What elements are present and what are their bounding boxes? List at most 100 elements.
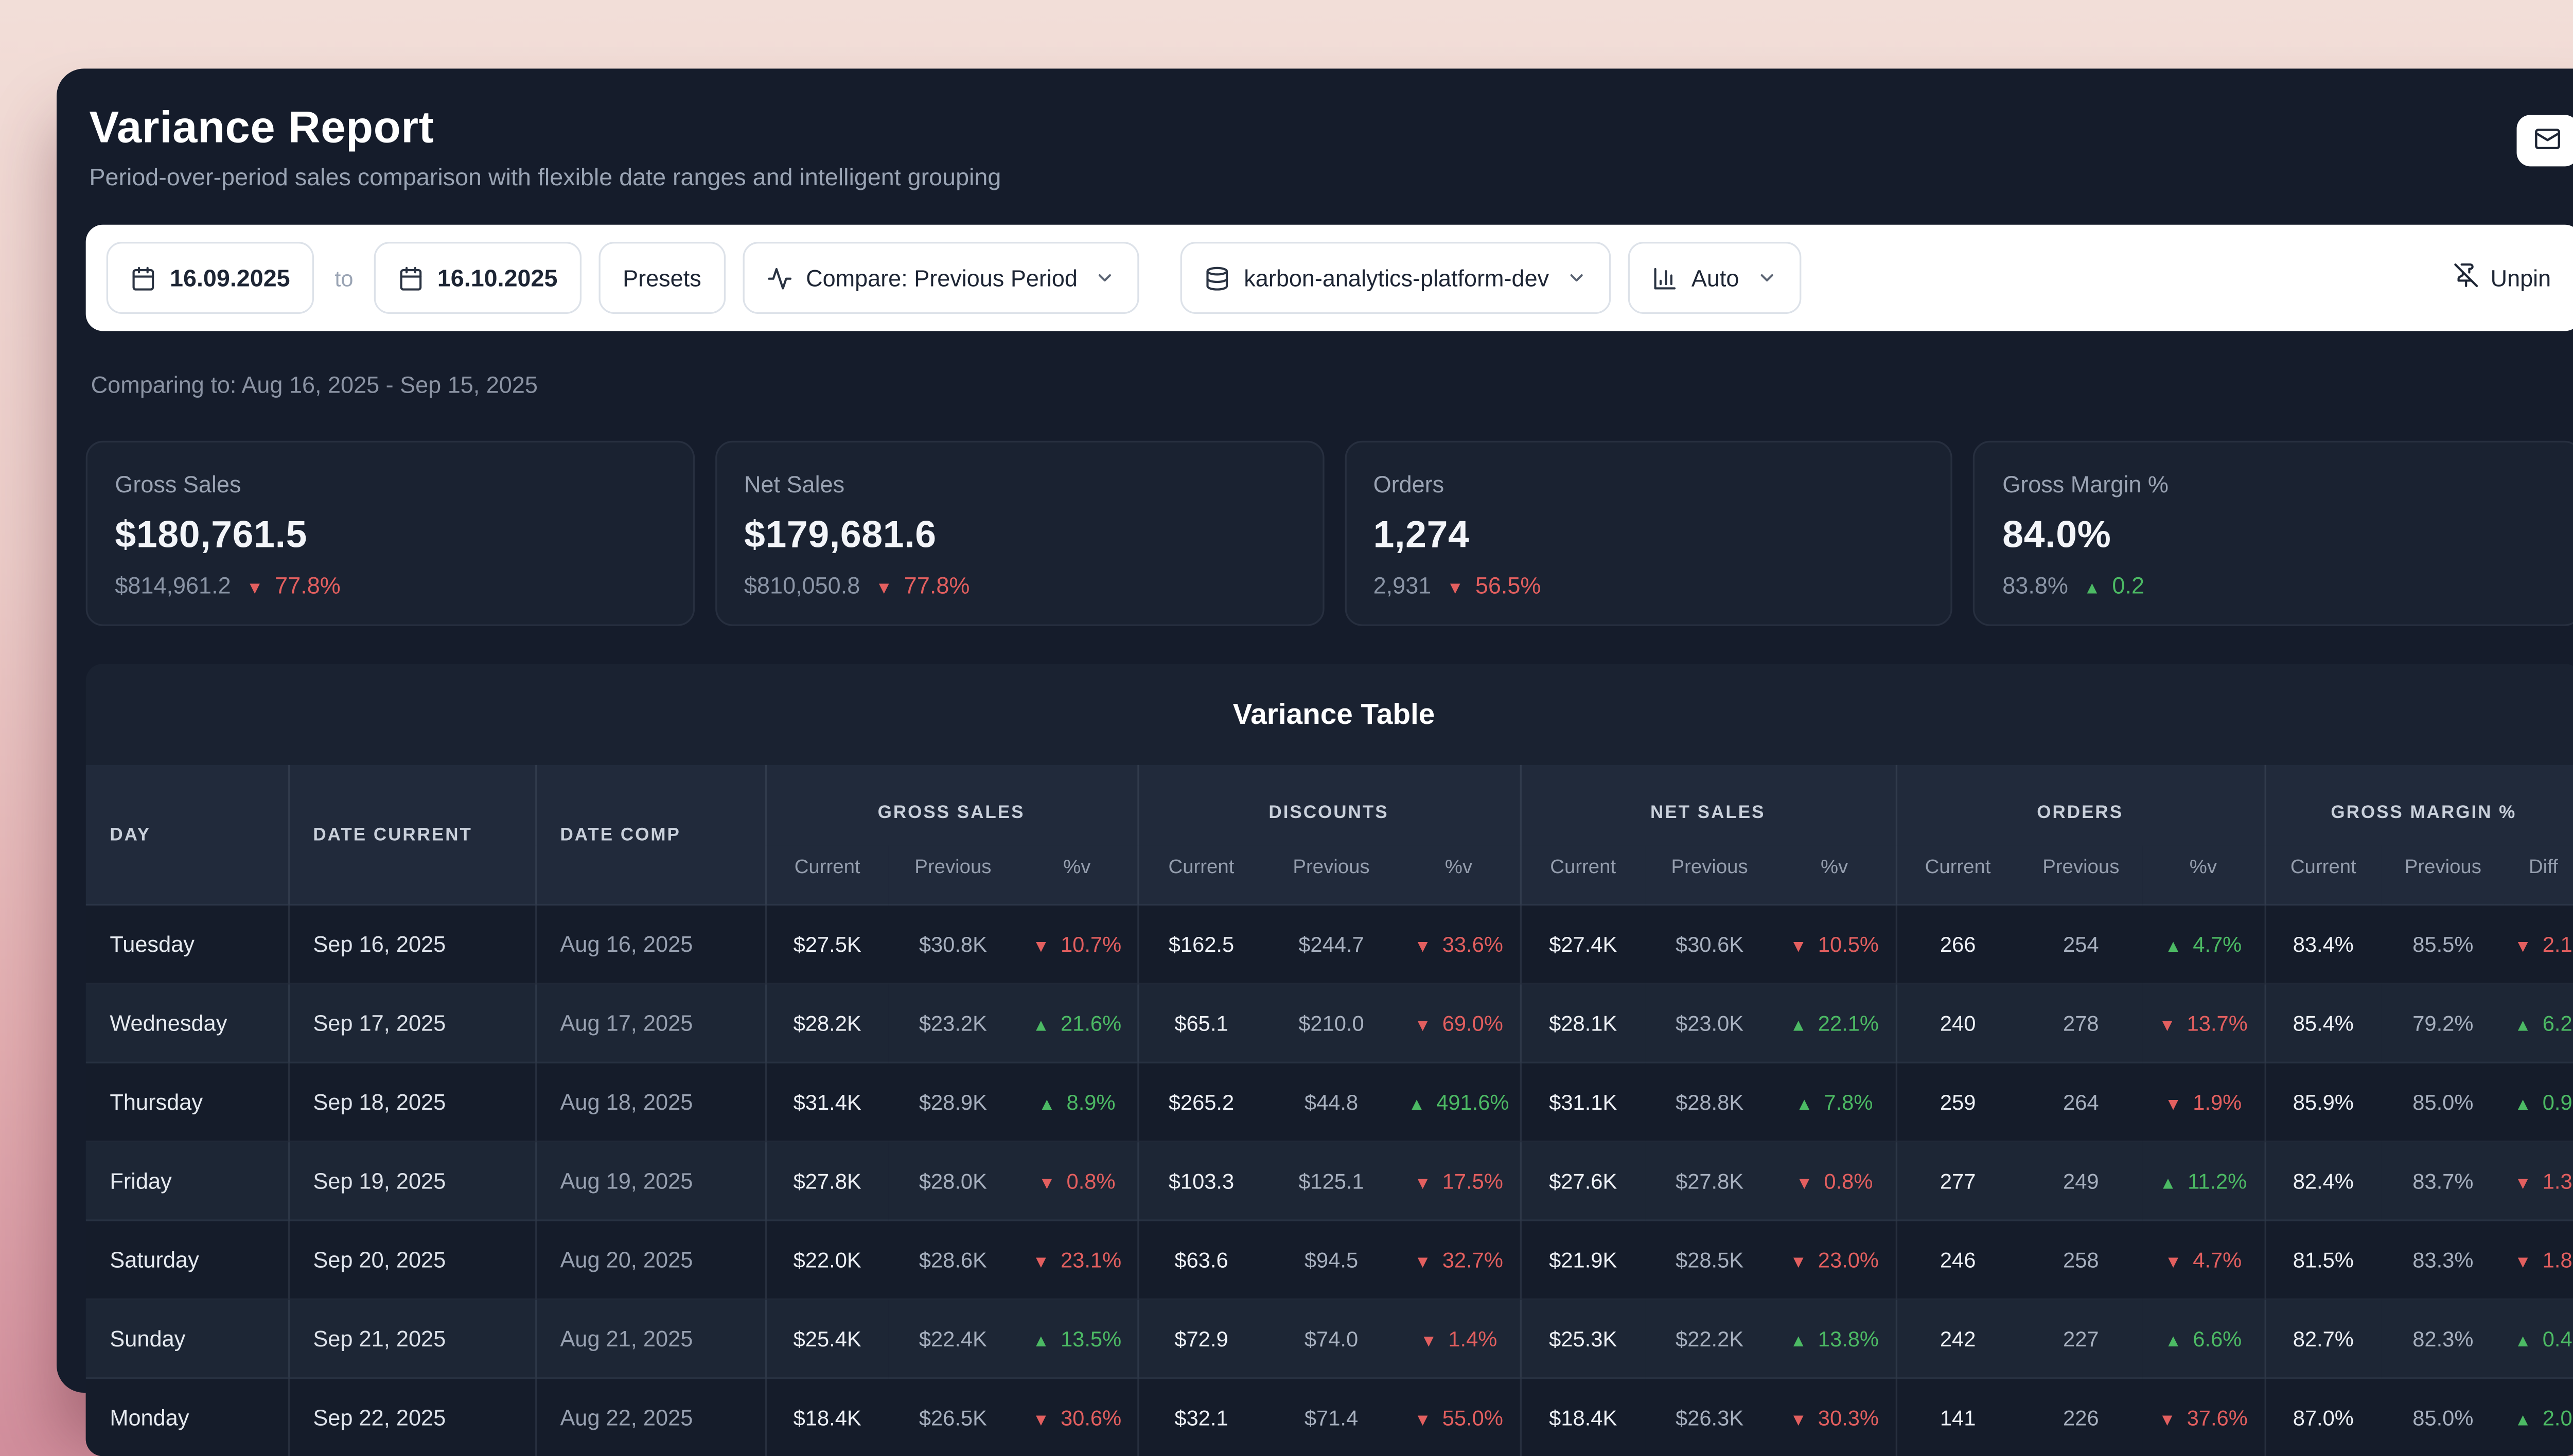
cell-date-current: Sep 16, 2025	[287, 904, 536, 984]
variance-table: DAY DATE CURRENT DATE COMP GROSS SALES D…	[85, 765, 2573, 1456]
cell-gross-sales-current: $28.2K	[764, 983, 889, 1063]
triangle-up-icon: ▲	[2164, 937, 2182, 956]
date-from-input[interactable]: 16.09.2025	[106, 242, 314, 314]
table-row: Monday Sep 22, 2025 Aug 22, 2025 $18.4K …	[85, 1378, 2573, 1456]
cell-discounts-change: ▲ 491.6%	[1408, 1090, 1509, 1114]
cell-orders-previous: 254	[2063, 932, 2099, 956]
report-header: Variance Report Period-over-period sales…	[86, 98, 2573, 190]
cell-gross-margin-diff: ▼ 2.1	[2514, 932, 2572, 956]
dataset-dropdown[interactable]: karbon-analytics-platform-dev	[1180, 242, 1611, 314]
kpi-label: Net Sales	[744, 471, 845, 498]
cell-day: Wednesday	[110, 1010, 227, 1036]
cell-gross-margin-previous: 85.0%	[2412, 1090, 2474, 1114]
triangle-down-icon: ▼	[2158, 1016, 2176, 1035]
subcolumn-header: Current	[1136, 845, 1264, 905]
cell-net-sales-current: $28.1K	[1519, 983, 1646, 1063]
table-row: Thursday Sep 18, 2025 Aug 18, 2025 $31.4…	[85, 1062, 2573, 1142]
cell-gross-margin-diff: ▼ 1.8	[2514, 1248, 2572, 1272]
page-title: Variance Report	[89, 101, 434, 153]
cell-net-sales-change: ▼ 0.8%	[1795, 1168, 1873, 1193]
variance-table-panel: Variance Table DAY DATE CURRENT DATE COM…	[85, 664, 2573, 1456]
chevron-down-icon	[1756, 268, 1777, 288]
cell-net-sales-current: $21.9K	[1519, 1220, 1646, 1300]
triangle-down-icon: ▼	[1038, 1174, 1055, 1193]
triangle-up-icon: ▲	[1038, 1095, 1055, 1114]
kpi-previous: $810,050.8	[744, 573, 860, 599]
kpi-label: Gross Sales	[115, 471, 241, 498]
subcolumn-header: Diff	[2505, 845, 2573, 905]
cell-orders-current: 242	[1895, 1299, 2019, 1378]
cell-gross-margin-previous: 83.3%	[2412, 1248, 2474, 1272]
cell-net-sales-previous: $28.8K	[1676, 1090, 1744, 1114]
cell-discounts-change: ▼ 33.6%	[1414, 932, 1503, 956]
kpi-label: Gross Margin %	[2002, 471, 2169, 498]
cell-gross-sales-change: ▲ 8.9%	[1038, 1090, 1116, 1114]
grouping-dropdown[interactable]: Auto	[1628, 242, 1801, 314]
cell-discounts-previous: $94.5	[1304, 1248, 1359, 1272]
cell-orders-change: ▼ 1.9%	[2164, 1090, 2242, 1114]
cell-discounts-change: ▼ 17.5%	[1414, 1168, 1503, 1193]
cell-discounts-change: ▼ 55.0%	[1414, 1405, 1503, 1430]
variance-table-body: Tuesday Sep 16, 2025 Aug 16, 2025 $27.5K…	[85, 904, 2573, 1456]
cell-gross-sales-current: $27.5K	[764, 904, 889, 984]
date-to-input[interactable]: 16.10.2025	[374, 242, 582, 314]
cell-gross-margin-previous: 85.5%	[2412, 932, 2474, 956]
cell-gross-sales-current: $22.0K	[764, 1220, 889, 1300]
cell-orders-current: 246	[1895, 1220, 2019, 1300]
kpi-previous: 2,931	[1373, 573, 1432, 599]
cell-gross-margin-previous: 79.2%	[2412, 1011, 2474, 1035]
column-group-net-sales: NET SALES	[1519, 765, 1896, 846]
cell-net-sales-previous: $23.0K	[1676, 1011, 1744, 1035]
triangle-up-icon: ▲	[1795, 1095, 1813, 1114]
cell-net-sales-previous: $22.2K	[1676, 1326, 1744, 1351]
cell-gross-margin-diff: ▲ 0.4	[2514, 1326, 2572, 1351]
cell-gross-sales-change: ▲ 21.6%	[1032, 1011, 1122, 1035]
cell-discounts-previous: $125.1	[1298, 1168, 1364, 1193]
cell-date-current: Sep 19, 2025	[287, 1141, 536, 1220]
cell-orders-change: ▲ 6.6%	[2164, 1326, 2242, 1351]
cell-gross-margin-diff: ▲ 2.0	[2514, 1405, 2572, 1430]
triangle-down-icon: ▼	[2514, 937, 2532, 956]
triangle-up-icon: ▲	[2083, 579, 2101, 599]
cell-day: Thursday	[110, 1089, 203, 1115]
cell-date-current: Sep 21, 2025	[287, 1299, 536, 1378]
compare-dropdown[interactable]: Compare: Previous Period	[742, 242, 1139, 314]
cell-day: Friday	[110, 1168, 172, 1194]
cell-orders-previous: 227	[2063, 1326, 2099, 1351]
cell-net-sales-previous: $30.6K	[1676, 932, 1744, 956]
cell-net-sales-change: ▲ 13.8%	[1790, 1326, 1879, 1351]
kpi-value: $180,761.5	[115, 512, 308, 556]
column-group-gross-margin: GROSS MARGIN %	[2263, 765, 2573, 846]
triangle-up-icon: ▲	[1032, 1331, 1050, 1351]
column-group-gross-sales: GROSS SALES	[764, 765, 1138, 846]
subcolumn-header: Current	[1519, 845, 1646, 905]
database-icon	[1205, 265, 1230, 291]
kpi-card-orders: Orders 1,274 2,931 ▼ 56.5%	[1344, 440, 1953, 626]
cell-gross-sales-change: ▼ 23.1%	[1032, 1248, 1122, 1272]
presets-button[interactable]: Presets	[598, 242, 726, 314]
triangle-up-icon: ▲	[1408, 1095, 1425, 1114]
cell-gross-margin-previous: 83.7%	[2412, 1168, 2474, 1193]
kpi-value: 1,274	[1373, 512, 1470, 556]
subcolumn-header: Current	[1895, 845, 2019, 905]
cell-orders-previous: 264	[2063, 1090, 2099, 1114]
date-to-value: 16.10.2025	[437, 264, 558, 292]
cell-net-sales-change: ▼ 23.0%	[1790, 1248, 1879, 1272]
triangle-down-icon: ▼	[2164, 1253, 2182, 1272]
triangle-down-icon: ▼	[1032, 937, 1050, 956]
cell-orders-previous: 249	[2063, 1168, 2099, 1193]
cell-gross-sales-change: ▼ 30.6%	[1032, 1405, 1122, 1430]
cell-discounts-change: ▼ 69.0%	[1414, 1011, 1503, 1035]
cell-gross-margin-current: 82.7%	[2263, 1299, 2382, 1378]
mail-button[interactable]	[2516, 115, 2573, 167]
column-header-day: DAY	[85, 765, 289, 905]
cell-gross-sales-previous: $28.0K	[919, 1168, 987, 1193]
mail-icon	[2534, 125, 2561, 157]
unpin-button[interactable]: Unpin	[2442, 261, 2561, 295]
triangle-up-icon: ▲	[2514, 1016, 2532, 1035]
triangle-down-icon: ▼	[2514, 1174, 2532, 1193]
subcolumn-header: Previous	[2381, 845, 2505, 905]
calendar-icon	[398, 265, 424, 291]
cell-discounts-current: $63.6	[1136, 1220, 1264, 1300]
